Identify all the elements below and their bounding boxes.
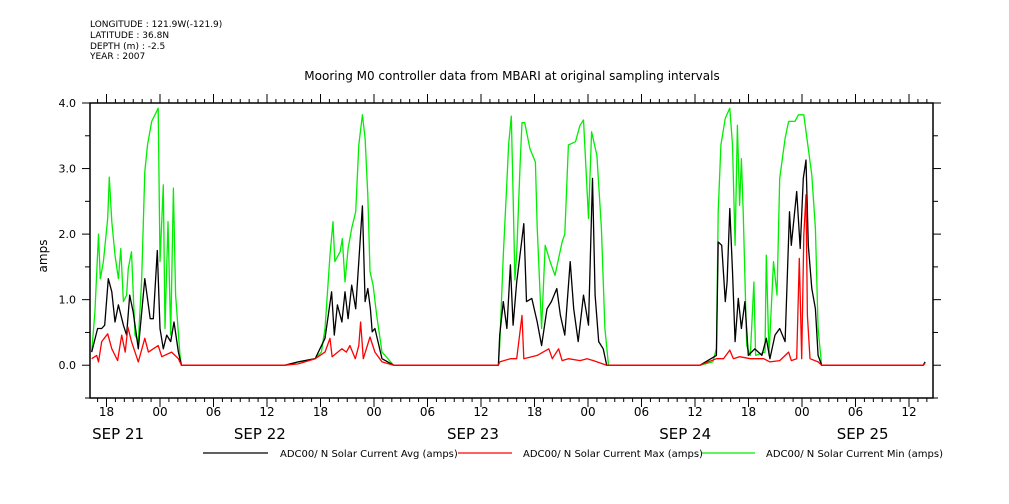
series-line-min <box>91 107 926 366</box>
x-tick-label: 12 <box>259 405 274 419</box>
legend-label: ADC00/ N Solar Current Max (amps) <box>523 449 703 460</box>
date-label: SEP 25 <box>837 425 889 443</box>
legend-label: ADC00/ N Solar Current Avg (amps) <box>280 449 458 460</box>
y-tick-label: 0.0 <box>59 359 77 372</box>
y-tick-label: 4.0 <box>59 97 77 110</box>
series-line-avg <box>91 159 926 366</box>
x-tick-label: 18 <box>313 405 328 419</box>
legend-label: ADC00/ N Solar Current Min (amps) <box>766 449 943 460</box>
y-tick-label: 3.0 <box>59 163 77 176</box>
y-tick-label: 1.0 <box>59 294 77 307</box>
x-tick-label: 12 <box>473 405 488 419</box>
x-tick-label: 00 <box>794 405 809 419</box>
x-tick-label: 00 <box>580 405 595 419</box>
y-axis-label: amps <box>36 240 50 273</box>
series-line-max <box>91 194 926 366</box>
date-label: SEP 21 <box>92 425 144 443</box>
chart-title: Mooring M0 controller data from MBARI at… <box>304 69 719 83</box>
plot-frame <box>89 102 934 399</box>
x-tick-label: 06 <box>420 405 435 419</box>
date-label: SEP 24 <box>659 425 711 443</box>
depth-label: DEPTH (m) : -2.5 <box>90 42 166 52</box>
x-tick-label: 18 <box>741 405 756 419</box>
x-tick-label: 00 <box>366 405 381 419</box>
x-tick-label: 06 <box>848 405 863 419</box>
year-label: YEAR : 2007 <box>90 52 146 62</box>
x-tick-label: 12 <box>687 405 702 419</box>
x-tick-label: 12 <box>901 405 916 419</box>
x-tick-label: 06 <box>206 405 221 419</box>
x-tick-label: 18 <box>99 405 114 419</box>
y-tick-label: 2.0 <box>59 228 77 241</box>
latitude-label: LATITUDE : 36.8N <box>90 31 170 41</box>
x-tick-label: 06 <box>634 405 649 419</box>
date-label: SEP 23 <box>447 425 499 443</box>
date-label: SEP 22 <box>234 425 286 443</box>
x-tick-label: 18 <box>527 405 542 419</box>
x-tick-label: 00 <box>152 405 167 419</box>
longitude-label: LONGITUDE : 121.9W(-121.9) <box>90 20 223 30</box>
